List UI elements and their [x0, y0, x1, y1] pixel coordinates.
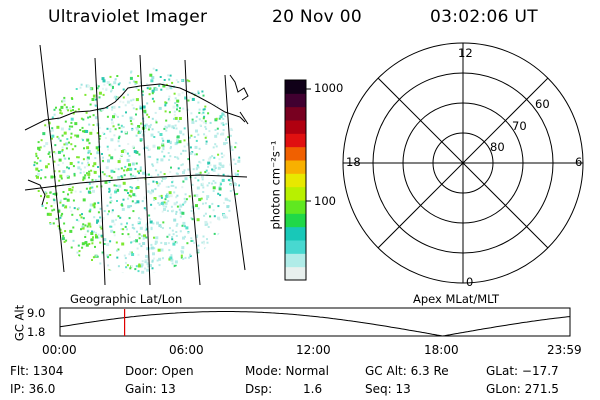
x-tick-1200: 12:00 [296, 343, 331, 357]
polar-lat-80: 80 [490, 140, 505, 154]
colorbar-tick-1000: 1000 [314, 81, 344, 95]
polar-label-0: 0 [466, 275, 474, 289]
x-tick-2359: 23:59 [547, 343, 582, 357]
polar-lat-60: 60 [535, 97, 550, 111]
status-seq: Seq: 13 [365, 382, 411, 396]
time-label: 03:02:06 UT [430, 7, 538, 27]
apex-panel-title: Apex MLat/MLT [413, 292, 500, 306]
status-glat: GLat: −17.7 [486, 364, 559, 378]
x-tick-0000: 00:00 [42, 343, 77, 357]
x-tick-0600: 06:00 [169, 343, 204, 357]
coastline-outline [24, 74, 249, 206]
status-gc-alt: GC Alt: 6.3 Re [365, 364, 449, 378]
status-gain: Gain: 13 [125, 382, 176, 396]
uv-emission-speckle [33, 67, 241, 274]
status-ip: IP: 36.0 [10, 382, 56, 396]
polar-label-18: 18 [346, 155, 361, 169]
geographic-panel-title: Geographic Lat/Lon [70, 292, 183, 306]
status-dsp-value: 1.6 [303, 382, 323, 396]
altitude-axis-label: GC Alt [12, 304, 27, 342]
geographic-grid [24, 44, 248, 286]
status-glon: GLon: 271.5 [486, 382, 559, 396]
altitude-y-bottom: 1.8 [27, 325, 46, 339]
altitude-y-top: 9.0 [27, 306, 46, 320]
status-door: Door: Open [125, 364, 194, 378]
polar-label-6: 6 [575, 155, 583, 169]
instrument-title: Ultraviolet Imager [48, 7, 208, 27]
status-mode: Mode: Normal [245, 364, 329, 378]
polar-label-12: 12 [458, 46, 473, 60]
colorbar-tick-100: 100 [314, 194, 336, 208]
status-dsp-label: Dsp: [245, 382, 273, 396]
polar-lat-70: 70 [512, 119, 527, 133]
x-tick-1800: 18:00 [424, 343, 459, 357]
altitude-curve [59, 311, 571, 337]
status-flt: Flt: 1304 [10, 364, 64, 378]
date-label: 20 Nov 00 [272, 7, 362, 27]
